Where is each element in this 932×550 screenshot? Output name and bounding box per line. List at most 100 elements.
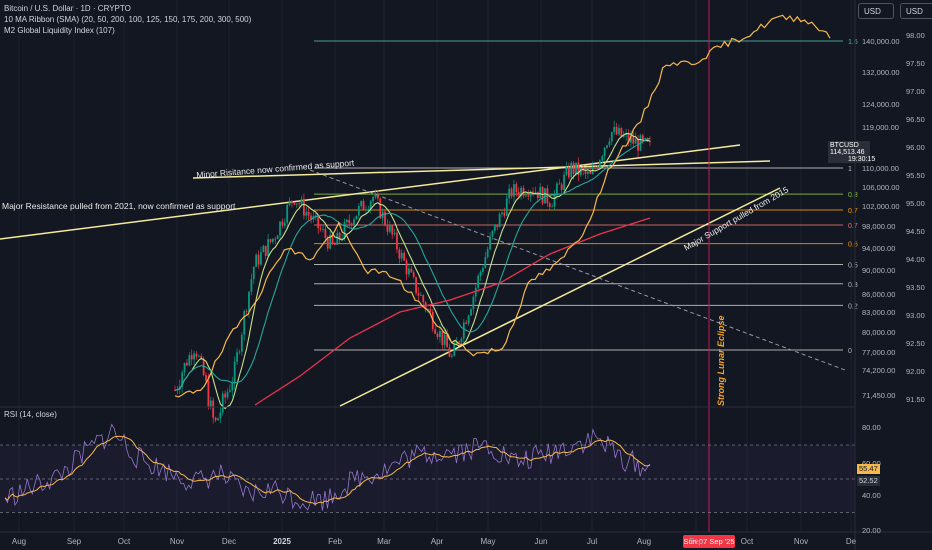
candle-body-196 <box>641 135 644 140</box>
price-tick-12: 80,000.00 <box>862 328 895 337</box>
candle-body-163 <box>563 174 565 190</box>
rsi-tick-2: 40.00 <box>862 491 881 500</box>
candle-body-135 <box>496 224 499 228</box>
candle-body-35 <box>257 254 260 265</box>
m2-label[interactable]: M2 Global Liquidity Index (107) <box>4 26 115 35</box>
m2-tick-9: 93.50 <box>906 283 925 292</box>
candle-body-34 <box>255 254 258 267</box>
m2-tick-10: 93.00 <box>906 311 925 320</box>
price-tick-11: 83,000.00 <box>862 308 895 317</box>
m2-tick-5: 95.50 <box>906 171 925 180</box>
candle-body-13 <box>205 375 207 381</box>
candle-body-181 <box>606 145 608 148</box>
ma-fast <box>174 132 651 410</box>
candle-body-80 <box>365 209 367 211</box>
candle-body-150 <box>532 191 534 193</box>
candle-body-37 <box>262 245 265 253</box>
major-resistance-annotation: Major Resistance pulled from 2021, now c… <box>2 201 236 211</box>
candle-body-16 <box>212 400 215 418</box>
m2-liquidity-line <box>174 14 831 398</box>
candle-body-178 <box>598 160 601 168</box>
candle-body-66 <box>331 234 334 244</box>
symbol-title[interactable]: Bitcoin / U.S. Dollar · 1D · CRYPTO <box>4 4 131 13</box>
candle-body-96 <box>403 252 406 261</box>
candle-body-39 <box>267 239 269 257</box>
ma-ribbon-label[interactable]: 10 MA Ribbon (SMA) (20, 50, 200, 100, 12… <box>4 15 252 24</box>
candle-body-79 <box>362 201 365 211</box>
candle-body-81 <box>367 209 370 210</box>
candle-body-21 <box>224 393 227 398</box>
m2-tick-2: 97.00 <box>906 87 925 96</box>
candle-body-124 <box>470 309 472 316</box>
candle-body-71 <box>343 222 346 239</box>
m2-tick-1: 97.50 <box>906 59 925 68</box>
candle-body-192 <box>632 136 635 144</box>
candle-body-184 <box>613 126 616 133</box>
candle-body-4 <box>183 362 186 373</box>
candle-body-27 <box>238 351 241 353</box>
currency-button-right[interactable]: USD <box>900 3 932 19</box>
m2-tick-12: 92.00 <box>906 367 925 376</box>
candle-body-113 <box>443 334 446 346</box>
candle-body-63 <box>324 228 327 238</box>
candle-body-14 <box>207 380 210 408</box>
candle-body-48 <box>288 200 291 206</box>
x-tick-16: De <box>845 537 857 546</box>
price-tag-value: 114,513.46 <box>830 149 865 156</box>
candle-body-91 <box>391 225 394 235</box>
candle-body-176 <box>594 167 597 169</box>
candle-body-144 <box>517 192 520 196</box>
rsi-ma-tag: 52.52 <box>857 476 880 486</box>
candle-body-114 <box>446 334 449 348</box>
m2-tick-3: 96.50 <box>906 115 925 124</box>
candle-body-110 <box>436 333 439 338</box>
candle-body-132 <box>489 236 491 250</box>
candle-body-82 <box>369 201 372 210</box>
price-tick-1: 132,000.00 <box>862 68 900 77</box>
price-tick-9: 90,000.00 <box>862 266 895 275</box>
candle-body-153 <box>539 187 542 199</box>
crosshair-date-tag: Sun 07 Sep '25 <box>683 535 735 548</box>
candle-body-7 <box>190 355 193 360</box>
candle-body-36 <box>260 252 262 265</box>
x-tick-8: Apr <box>430 537 444 546</box>
x-tick-13: Sep <box>688 537 704 546</box>
candle-body-92 <box>393 232 396 235</box>
fib-label-8: 0.2 <box>848 303 858 310</box>
currency-button-left[interactable]: USD <box>858 3 894 19</box>
m2-line <box>174 14 831 398</box>
candle-body-140 <box>508 188 511 199</box>
candle-body-56 <box>307 211 310 216</box>
candle-body-154 <box>541 187 544 204</box>
rsi-ma-line <box>4 435 651 505</box>
candle-body-138 <box>503 212 506 216</box>
current-price-tag: BTCUSD 114,513.46 19:30:15 <box>828 141 875 163</box>
candle-body-127 <box>477 275 480 288</box>
candle-body-25 <box>233 361 236 383</box>
rsi-value-tag: 55.47 <box>857 464 880 474</box>
x-tick-12: Aug <box>636 537 652 546</box>
candle-body-97 <box>405 260 408 275</box>
candle-body-129 <box>482 268 484 272</box>
candle-body-133 <box>491 230 494 237</box>
m2-tick-7: 94.50 <box>906 227 925 236</box>
fib-label-6: 0.5 <box>848 263 858 270</box>
candle-body-121 <box>462 322 465 339</box>
price-tick-13: 77,000.00 <box>862 348 895 357</box>
candle-body-64 <box>326 237 329 249</box>
candle-body-32 <box>250 279 253 292</box>
moving-averages <box>174 132 651 410</box>
candle-body-22 <box>226 391 229 398</box>
candle-body-109 <box>434 329 437 334</box>
rsi-legend[interactable]: RSI (14, close) <box>4 410 57 419</box>
candle-body-60 <box>317 215 320 229</box>
candle-body-23 <box>228 390 231 392</box>
candle-body-147 <box>524 195 527 197</box>
candle-body-69 <box>338 232 341 240</box>
candle-body-161 <box>558 183 561 185</box>
candle-body-104 <box>422 295 425 303</box>
candle-body-112 <box>441 330 444 346</box>
candle-body-53 <box>300 198 303 204</box>
candle-body-187 <box>620 127 623 137</box>
